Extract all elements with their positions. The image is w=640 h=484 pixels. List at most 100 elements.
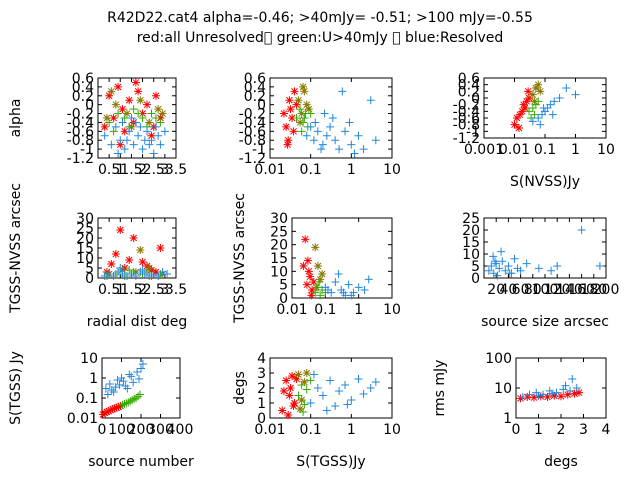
x-tick-label: 3 — [160, 162, 169, 178]
y-tick-label: -0.8 — [67, 133, 94, 149]
data-point-blue — [326, 122, 335, 131]
data-point-olive — [154, 105, 163, 114]
x-tick-label: 4 — [602, 422, 611, 438]
data-point-blue — [350, 149, 359, 158]
data-point-red — [557, 392, 565, 401]
data-point-red — [522, 97, 531, 106]
data-point-blue — [115, 380, 124, 389]
x-tick-label: 120 — [544, 282, 571, 298]
data-point-olive — [534, 80, 543, 89]
data-point-blue — [331, 278, 340, 286]
x-tick-label: 180 — [580, 282, 607, 298]
data-point-blue — [101, 384, 110, 393]
data-point-blue — [536, 120, 545, 129]
data-point-red — [111, 250, 120, 258]
data-point-red — [515, 110, 524, 119]
data-point-blue — [522, 259, 531, 268]
data-point-red — [116, 401, 125, 410]
plot-frame — [269, 77, 393, 159]
x-tick-label: 0.01 — [276, 302, 307, 318]
x-tick-label: 0 — [98, 422, 107, 438]
data-point-red — [290, 399, 299, 407]
data-point-blue — [360, 286, 369, 294]
data-point-olive — [311, 243, 320, 252]
y-tick-label: 1 — [257, 396, 266, 412]
data-point-olive — [299, 82, 308, 91]
data-point-blue — [122, 136, 131, 145]
y-tick-label: 1 — [89, 371, 98, 387]
data-point-red — [286, 384, 295, 392]
data-point-blue — [571, 90, 580, 99]
data-point-red — [302, 280, 311, 289]
data-point-olive — [536, 87, 545, 96]
x-tick-label: 300 — [147, 422, 174, 438]
data-point-olive — [136, 96, 145, 105]
data-point-green — [296, 105, 305, 114]
y-tick-label: 0 — [257, 98, 266, 114]
data-point-green — [534, 97, 543, 106]
y-tick-label: 10 — [80, 351, 98, 367]
data-point-green — [156, 118, 165, 127]
x-tick-label: 2.5 — [143, 282, 165, 298]
data-point-blue — [134, 131, 143, 140]
data-point-red — [100, 122, 109, 131]
data-point-green — [114, 109, 123, 118]
data-point-blue — [341, 127, 350, 136]
data-point-red — [118, 105, 127, 114]
y-tick-label: 25 — [76, 221, 94, 237]
x-tick-label: 0.5 — [98, 162, 120, 178]
data-point-blue — [100, 131, 109, 140]
data-point-blue — [487, 262, 496, 270]
data-point-red — [131, 78, 140, 87]
data-point-olive — [294, 370, 303, 379]
data-point-olive — [316, 275, 325, 284]
data-point-blue — [561, 381, 570, 390]
y-tick-label: 20 — [270, 238, 288, 254]
data-point-blue — [344, 280, 353, 289]
data-point-red — [116, 226, 125, 234]
data-point-red — [120, 127, 129, 136]
data-point-blue — [143, 127, 152, 136]
data-point-olive — [304, 105, 313, 114]
data-point-blue — [326, 376, 335, 385]
data-point-olive — [111, 100, 120, 109]
data-point-blue — [568, 374, 577, 383]
data-point-red — [530, 393, 538, 402]
y-axis-label: alpha — [8, 99, 24, 138]
y-tick-label: 20 — [462, 223, 480, 239]
data-point-olive — [300, 87, 309, 96]
data-point-green — [313, 283, 322, 292]
data-point-red — [570, 389, 579, 398]
data-point-blue — [133, 367, 142, 376]
y-tick-label: 0 — [85, 271, 94, 287]
data-point-blue — [302, 131, 311, 140]
data-point-olive — [158, 109, 167, 118]
x-tick-label: 0.001 — [464, 142, 504, 158]
data-point-blue — [553, 262, 562, 270]
x-tick-label: 2 — [138, 162, 147, 178]
plot-frame — [483, 217, 607, 279]
y-tick-label: 0 — [471, 271, 480, 287]
data-point-blue — [371, 378, 380, 386]
y-tick-label: 100 — [485, 351, 512, 367]
data-point-olive — [313, 262, 322, 270]
y-axis-label: S(TGSS) Jy — [8, 351, 24, 425]
x-tick-label: 2.5 — [143, 162, 165, 178]
data-point-green — [129, 105, 138, 114]
x-tick-label: 80 — [524, 282, 542, 298]
y-tick-label: -0.4 — [67, 115, 94, 131]
data-point-blue — [114, 268, 123, 276]
data-point-blue — [577, 226, 586, 234]
data-point-blue — [534, 264, 543, 273]
data-point-blue — [547, 266, 556, 275]
y-tick-label: 3 — [257, 366, 266, 382]
y-axis-label: TGSS-NVSS arcsec — [232, 193, 248, 324]
data-point-blue — [120, 145, 129, 154]
y-tick-label: -0.6 — [239, 124, 266, 140]
data-point-red — [512, 114, 521, 122]
y-tick-label: 0.4 — [72, 80, 94, 96]
